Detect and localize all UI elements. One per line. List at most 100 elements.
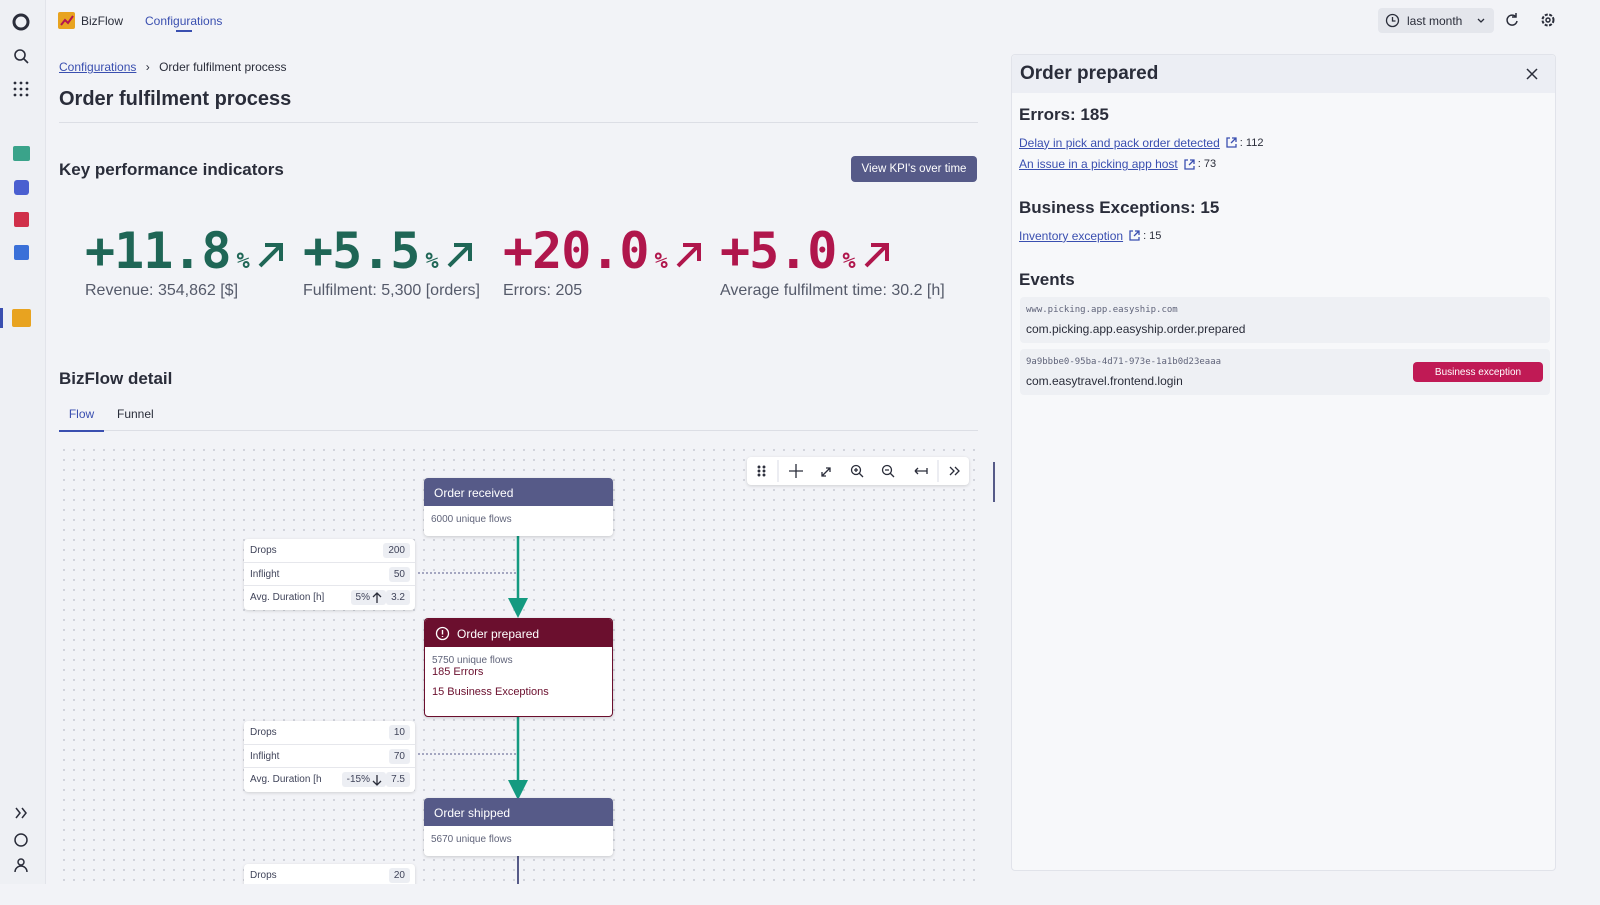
flow-node[interactable]: Order received 6000 unique flows (424, 478, 613, 536)
issue-count: : 112 (1239, 136, 1264, 149)
stat-row: Drops 200 (244, 539, 415, 563)
app-icon[interactable] (14, 212, 29, 227)
canvas-toolbar (747, 457, 969, 485)
app-icon[interactable] (14, 180, 29, 195)
event-name: com.picking.app.easyship.order.prepared (1026, 322, 1246, 336)
events-heading: Events (1019, 270, 1075, 289)
kpi-label: Revenue: 354,862 [$] (85, 282, 239, 299)
user-icon[interactable] (17, 858, 25, 866)
app-icon[interactable] (13, 146, 30, 161)
panel-header: Order prepared (1012, 55, 1555, 93)
stat-label: Drops (250, 870, 277, 881)
stat-value: 70 (388, 748, 410, 764)
issue-row: Delay in pick and pack order detected : 1… (1019, 132, 1263, 154)
flow-node-selected[interactable]: Order prepared 5750 unique flows 185 Err… (424, 618, 613, 717)
help-icon[interactable] (14, 833, 28, 847)
kpi-value-row: +20.0% (503, 222, 704, 280)
kpi-unit: % (842, 249, 856, 274)
breadcrumb: Configurations › Order fulfilment proces… (59, 60, 286, 74)
panel-title: Order prepared (1020, 63, 1159, 84)
stat-label: Inflight (250, 568, 280, 580)
chevron-icon (1477, 18, 1485, 23)
breadcrumb-current: Order fulfilment process (159, 60, 287, 74)
node-errors: 185 Errors (432, 666, 484, 678)
stat-label: Drops (250, 545, 277, 556)
page-title: Order fulfilment process (59, 88, 292, 110)
flow-node[interactable]: Order shipped 5670 unique flows (424, 798, 613, 856)
kpi-value-row: +5.0% (720, 222, 945, 280)
stat-label: Inflight (250, 750, 280, 762)
user-icon-body (14, 865, 28, 873)
trend-arrow (447, 243, 472, 268)
kpi: +11.8% Revenue: 354,862 [$] (85, 222, 286, 300)
timeframe-label: last month (1407, 14, 1463, 28)
nav-underline (176, 30, 192, 32)
zoom-in-icon[interactable] (850, 464, 864, 478)
kpi-change: +5.0 (720, 222, 837, 280)
app-icon[interactable] (14, 245, 29, 260)
tab[interactable]: Flow (59, 407, 104, 432)
drag-icon[interactable] (757, 465, 766, 477)
stat-label: Avg. Duration [h] (250, 592, 325, 603)
expand-icon[interactable] (15, 807, 27, 819)
issue-link[interactable]: An issue in a picking app host (1019, 157, 1178, 172)
stat-value: 50 (388, 566, 410, 582)
search-icon-handle (23, 58, 29, 64)
zoom-out-icon[interactable] (881, 464, 895, 478)
stat-value: 10 (388, 725, 410, 740)
collapse-icon[interactable] (949, 466, 960, 476)
error-icon (435, 626, 450, 641)
kpi-value-row: +5.5% (303, 222, 480, 280)
stat-row: Avg. Duration [h 7.5 -15% (244, 768, 415, 792)
timeframe-selector[interactable]: last month (1378, 8, 1494, 33)
breadcrumb-link[interactable]: Configurations (59, 60, 137, 74)
app-logo (58, 12, 75, 29)
search-icon[interactable] (14, 49, 26, 61)
issue-count: : 73 (1197, 158, 1217, 171)
close-icon[interactable] (1525, 67, 1539, 81)
app-name: BizFlow (81, 14, 124, 28)
nav-tab[interactable]: Configurations (145, 14, 223, 28)
exceptions-heading: Business Exceptions: 15 (1019, 198, 1220, 217)
section-heading: BizFlow detail (59, 369, 173, 388)
issue-link[interactable]: Delay in pick and pack order detected (1019, 135, 1220, 150)
change-arrow (372, 775, 382, 786)
apps-icon[interactable] (13, 81, 29, 97)
refresh-icon[interactable] (1504, 12, 1520, 28)
bottom-mask (0, 884, 1000, 900)
kpi-label: Errors: 205 (503, 282, 583, 299)
kpi-button[interactable]: View KPI's over time (851, 156, 977, 182)
toolbar-icons (757, 460, 960, 482)
kpi: +5.0% Average fulfilment time: 30.2 [h] (720, 222, 945, 300)
node-exceptions: 15 Business Exceptions (432, 686, 549, 698)
stat-box: Drops 200 Inflight 50 Avg. Duration [h] 3.2 5% (244, 539, 415, 610)
kpi: +20.0% Errors: 205 (503, 222, 704, 300)
stat-row: Inflight 70 (244, 745, 415, 768)
fit-icon[interactable] (821, 467, 831, 477)
stat-value: 20 (388, 868, 410, 883)
reset-icon[interactable] (914, 467, 928, 475)
kpi-value-row: +11.8% (85, 222, 286, 280)
node-flows: 6000 unique flows (431, 514, 512, 525)
section-heading: Key performance indicators (59, 160, 284, 179)
settings-icon[interactable] (1540, 12, 1556, 28)
change-arrow (372, 592, 382, 603)
external-link-icon (1226, 137, 1237, 148)
trend-arrow (258, 243, 283, 268)
logo-icon[interactable] (12, 13, 30, 31)
stat-row: Drops 10 (244, 721, 415, 745)
bizflow-icon[interactable] (12, 309, 31, 327)
exceptions-list: Inventory exception: 15 (1019, 225, 1161, 247)
external-link-icon (1184, 159, 1195, 170)
breadcrumb-separator: › (145, 60, 150, 74)
trend-arrow (676, 243, 701, 268)
event-row[interactable]: 9a9bbbe0-95ba-4d71-973e-1a1b0d23eaaa com.… (1020, 349, 1550, 395)
tab[interactable]: Funnel (117, 407, 154, 421)
kpi-unit: % (654, 249, 668, 274)
node-flows: 5750 unique flows (432, 655, 513, 666)
move-icon[interactable] (789, 464, 803, 478)
kpi-unit: % (425, 249, 439, 274)
event-row[interactable]: www.picking.app.easyship.com com.picking.… (1020, 297, 1550, 343)
issue-link[interactable]: Inventory exception (1019, 228, 1124, 243)
stat-value: 3.2 (386, 590, 410, 605)
